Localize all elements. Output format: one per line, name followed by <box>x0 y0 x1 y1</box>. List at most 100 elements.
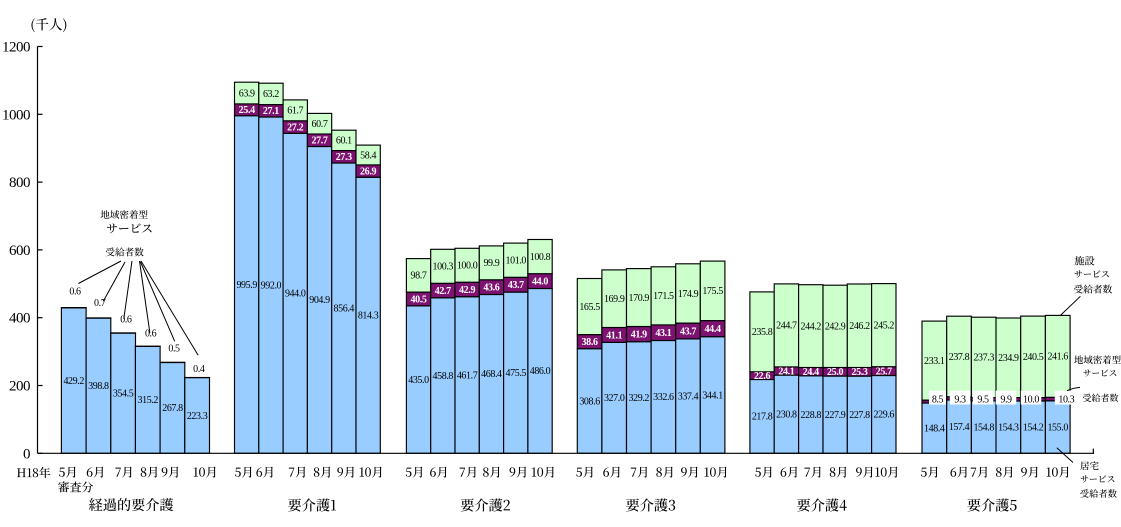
svg-text:315.2: 315.2 <box>138 395 159 406</box>
svg-text:0.7: 0.7 <box>94 298 106 309</box>
svg-text:237.3: 237.3 <box>973 353 994 364</box>
svg-text:8.5: 8.5 <box>932 394 944 405</box>
svg-text:944.0: 944.0 <box>285 289 306 300</box>
svg-text:0.4: 0.4 <box>193 364 205 375</box>
svg-text:228.8: 228.8 <box>801 410 822 421</box>
svg-text:42.7: 42.7 <box>435 286 451 297</box>
svg-text:600: 600 <box>9 243 30 259</box>
svg-text:27.7: 27.7 <box>311 136 327 147</box>
svg-text:9.5: 9.5 <box>977 394 989 405</box>
svg-text:1000: 1000 <box>2 107 30 123</box>
svg-text:99.9: 99.9 <box>483 258 499 269</box>
svg-text:43.6: 43.6 <box>483 282 499 293</box>
svg-text:217.8: 217.8 <box>752 412 773 423</box>
svg-text:43.7: 43.7 <box>508 280 524 291</box>
svg-text:468.4: 468.4 <box>481 369 502 380</box>
svg-text:354.5: 354.5 <box>113 389 134 400</box>
svg-text:227.8: 227.8 <box>849 410 870 421</box>
svg-text:0.5: 0.5 <box>168 344 180 355</box>
svg-text:61.7: 61.7 <box>287 106 303 117</box>
svg-text:327.0: 327.0 <box>604 393 625 404</box>
svg-text:98.7: 98.7 <box>411 271 427 282</box>
svg-text:25.4: 25.4 <box>239 105 255 116</box>
svg-text:0.6: 0.6 <box>145 328 157 339</box>
svg-text:332.6: 332.6 <box>653 392 674 403</box>
svg-text:234.9: 234.9 <box>998 353 1019 364</box>
svg-text:0.6: 0.6 <box>69 286 81 297</box>
svg-text:329.2: 329.2 <box>629 393 650 404</box>
svg-text:25.0: 25.0 <box>827 367 843 378</box>
svg-text:475.5: 475.5 <box>506 368 527 379</box>
svg-text:400: 400 <box>9 311 30 327</box>
svg-text:435.0: 435.0 <box>408 375 429 386</box>
svg-text:155.0: 155.0 <box>1047 422 1068 433</box>
svg-text:0.6: 0.6 <box>120 315 132 326</box>
svg-text:244.2: 244.2 <box>801 321 822 332</box>
svg-text:992.0: 992.0 <box>261 281 282 292</box>
svg-text:24.4: 24.4 <box>803 367 819 378</box>
svg-text:245.2: 245.2 <box>874 321 895 332</box>
svg-text:148.4: 148.4 <box>924 423 945 434</box>
svg-text:26.9: 26.9 <box>360 166 376 177</box>
svg-text:230.8: 230.8 <box>776 410 797 421</box>
svg-text:100.8: 100.8 <box>530 252 551 263</box>
svg-text:200: 200 <box>9 379 30 395</box>
svg-text:1200: 1200 <box>2 40 30 56</box>
svg-text:38.6: 38.6 <box>582 337 598 348</box>
svg-text:227.9: 227.9 <box>825 410 846 421</box>
svg-text:174.9: 174.9 <box>678 289 699 300</box>
svg-text:63.9: 63.9 <box>239 88 255 99</box>
svg-text:10.0: 10.0 <box>1023 394 1039 405</box>
svg-text:229.6: 229.6 <box>874 410 895 421</box>
svg-text:157.4: 157.4 <box>949 422 970 433</box>
svg-text:814.3: 814.3 <box>358 311 379 322</box>
svg-text:429.2: 429.2 <box>63 376 84 387</box>
svg-text:42.9: 42.9 <box>459 285 475 296</box>
svg-text:25.7: 25.7 <box>876 366 892 377</box>
svg-text:170.9: 170.9 <box>629 293 650 304</box>
svg-text:233.1: 233.1 <box>924 356 945 367</box>
svg-text:154.2: 154.2 <box>1023 423 1044 434</box>
svg-text:100.0: 100.0 <box>457 261 478 272</box>
svg-text:58.4: 58.4 <box>360 150 376 161</box>
svg-text:41.9: 41.9 <box>631 329 647 340</box>
svg-text:267.8: 267.8 <box>162 403 183 414</box>
svg-text:308.6: 308.6 <box>579 396 600 407</box>
svg-text:100.3: 100.3 <box>433 262 454 273</box>
svg-text:43.1: 43.1 <box>655 328 671 339</box>
svg-text:856.4: 856.4 <box>334 303 355 314</box>
svg-text:10.3: 10.3 <box>1058 394 1074 405</box>
svg-text:398.8: 398.8 <box>88 381 109 392</box>
svg-text:995.9: 995.9 <box>236 280 257 291</box>
svg-text:154.8: 154.8 <box>973 422 994 433</box>
svg-text:60.7: 60.7 <box>312 119 328 130</box>
svg-text:63.2: 63.2 <box>263 89 279 100</box>
svg-text:461.7: 461.7 <box>457 370 478 381</box>
svg-text:9.3: 9.3 <box>954 394 966 405</box>
svg-text:235.8: 235.8 <box>752 327 773 338</box>
svg-text:241.6: 241.6 <box>1047 352 1068 363</box>
svg-text:486.0: 486.0 <box>530 366 551 377</box>
svg-text:171.5: 171.5 <box>653 291 674 302</box>
svg-text:169.9: 169.9 <box>604 294 625 305</box>
svg-text:60.1: 60.1 <box>336 136 352 147</box>
svg-text:344.1: 344.1 <box>702 390 723 401</box>
svg-text:43.7: 43.7 <box>680 326 696 337</box>
svg-text:41.1: 41.1 <box>606 330 622 341</box>
svg-text:244.7: 244.7 <box>776 321 797 332</box>
svg-text:165.5: 165.5 <box>579 302 600 313</box>
svg-text:337.4: 337.4 <box>678 391 699 402</box>
svg-text:9.9: 9.9 <box>1000 394 1012 405</box>
svg-text:246.2: 246.2 <box>849 321 870 332</box>
svg-text:800: 800 <box>9 175 30 191</box>
svg-text:40.5: 40.5 <box>410 294 426 305</box>
svg-text:223.3: 223.3 <box>187 411 208 422</box>
svg-text:240.5: 240.5 <box>1023 352 1044 363</box>
svg-text:27.2: 27.2 <box>287 122 303 133</box>
svg-text:175.5: 175.5 <box>702 286 723 297</box>
svg-text:22.6: 22.6 <box>754 371 770 382</box>
svg-text:44.0: 44.0 <box>532 276 548 287</box>
svg-text:24.1: 24.1 <box>778 366 794 377</box>
svg-text:27.3: 27.3 <box>336 152 352 163</box>
svg-text:242.9: 242.9 <box>825 322 846 333</box>
